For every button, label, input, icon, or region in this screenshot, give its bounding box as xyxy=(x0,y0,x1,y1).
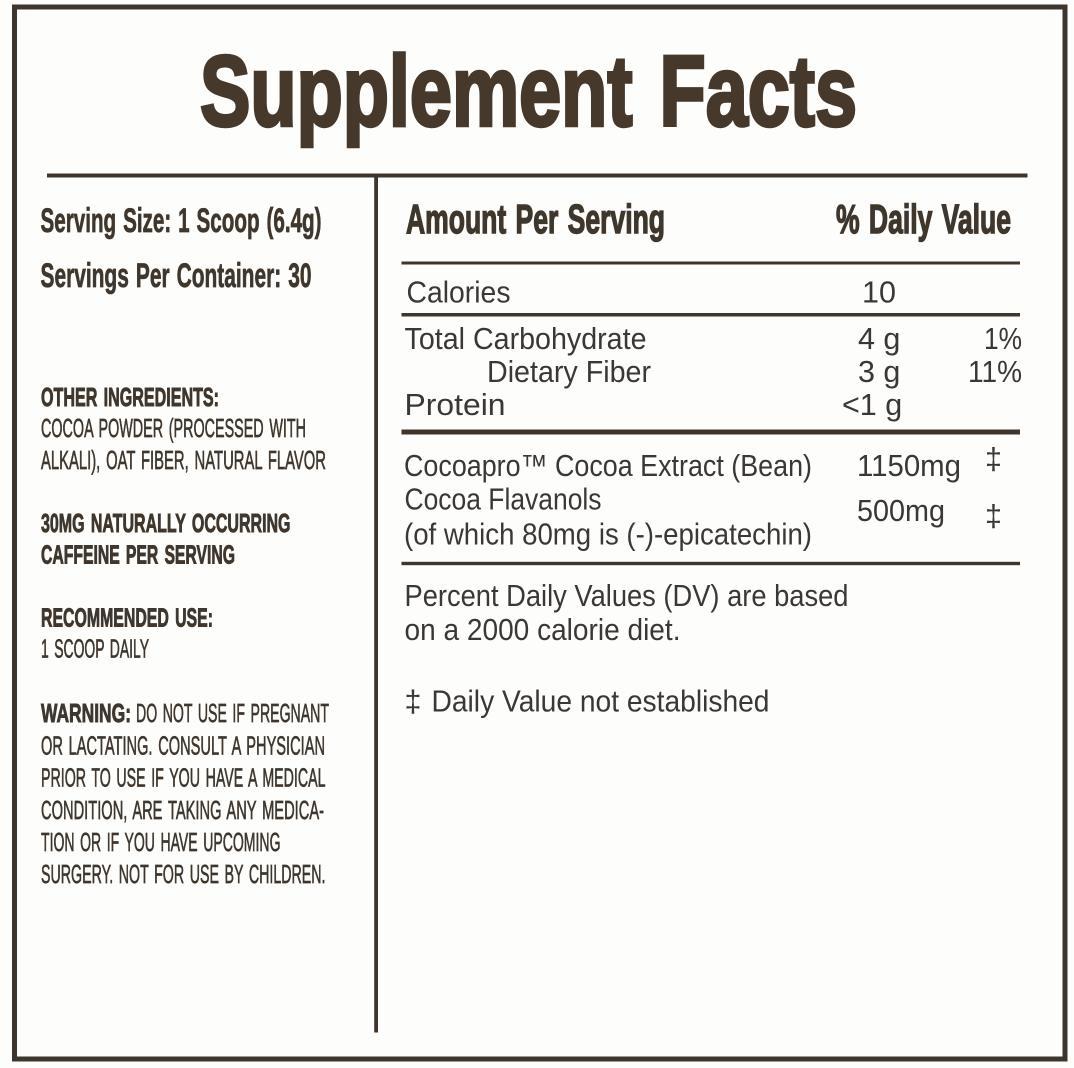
svg-text:3 g: 3 g xyxy=(858,355,900,389)
svg-text:‡: ‡ xyxy=(985,499,1002,533)
svg-text:Amount Per Serving: Amount Per Serving xyxy=(406,196,665,242)
svg-text:Dietary Fiber: Dietary Fiber xyxy=(487,355,651,389)
svg-text:Total Carbohydrate: Total Carbohydrate xyxy=(405,322,647,356)
svg-text:Servings Per Container: 30: Servings Per Container: 30 xyxy=(41,257,312,295)
svg-text:OTHER INGREDIENTS:: OTHER INGREDIENTS: xyxy=(41,382,219,412)
svg-text:PRIOR TO USE IF YOU HAVE A MED: PRIOR TO USE IF YOU HAVE A MEDICAL xyxy=(41,763,326,793)
svg-text:ALKALI), OAT FIBER, NATURAL FL: ALKALI), OAT FIBER, NATURAL FLAVOR xyxy=(41,445,326,475)
svg-text:11%: 11% xyxy=(968,355,1022,389)
svg-text:Cocoapro™ Cocoa Extract (Bean): Cocoapro™ Cocoa Extract (Bean) xyxy=(404,449,812,483)
svg-text:4 g: 4 g xyxy=(858,322,900,356)
svg-text:Serving Size: 1 Scoop (6.4g): Serving Size: 1 Scoop (6.4g) xyxy=(41,202,322,240)
svg-text:COCOA POWDER (PROCESSED WITH: COCOA POWDER (PROCESSED WITH xyxy=(41,413,306,443)
svg-text:(of which 80mg is (-)-epicatec: (of which 80mg is (-)-epicatechin) xyxy=(404,518,812,552)
svg-text:RECOMMENDED USE:: RECOMMENDED USE: xyxy=(41,603,213,633)
svg-text:30MG NATURALLY OCCURRING: 30MG NATURALLY OCCURRING xyxy=(41,508,291,538)
svg-text:WARNING:: WARNING: xyxy=(41,698,131,728)
svg-text:DO NOT USE IF PREGNANT: DO NOT USE IF PREGNANT xyxy=(136,698,329,728)
svg-text:1150mg: 1150mg xyxy=(857,449,961,483)
svg-text:Supplement Facts: Supplement Facts xyxy=(200,36,857,148)
svg-text:‡: ‡ xyxy=(405,684,422,718)
svg-text:‡: ‡ xyxy=(985,442,1002,476)
svg-text:10: 10 xyxy=(862,276,896,310)
svg-text:1%: 1% xyxy=(984,322,1022,356)
svg-text:1 SCOOP DAILY: 1 SCOOP DAILY xyxy=(41,634,149,664)
svg-text:500mg: 500mg xyxy=(857,494,945,528)
svg-text:% Daily Value: % Daily Value xyxy=(836,196,1011,242)
svg-text:Daily Value not established: Daily Value not established xyxy=(432,684,770,718)
svg-text:<1 g: <1 g xyxy=(842,388,902,422)
svg-text:Calories: Calories xyxy=(407,276,511,310)
svg-text:Percent Daily Values (DV) are: Percent Daily Values (DV) are based xyxy=(405,579,849,613)
svg-text:on a 2000 calorie diet.: on a 2000 calorie diet. xyxy=(405,613,681,647)
svg-text:CONDITION, ARE TAKING ANY MEDI: CONDITION, ARE TAKING ANY MEDICA- xyxy=(41,795,324,825)
svg-text:Protein: Protein xyxy=(405,388,506,422)
svg-text:Cocoa Flavanols: Cocoa Flavanols xyxy=(405,483,602,517)
svg-text:TION OR IF YOU HAVE UPCOMING: TION OR IF YOU HAVE UPCOMING xyxy=(41,827,281,857)
svg-text:SURGERY. NOT FOR USE BY CHILDR: SURGERY. NOT FOR USE BY CHILDREN. xyxy=(41,859,326,889)
svg-text:CAFFEINE PER SERVING: CAFFEINE PER SERVING xyxy=(41,540,235,570)
svg-text:OR LACTATING. CONSULT A PHYSIC: OR LACTATING. CONSULT A PHYSICIAN xyxy=(41,730,325,760)
